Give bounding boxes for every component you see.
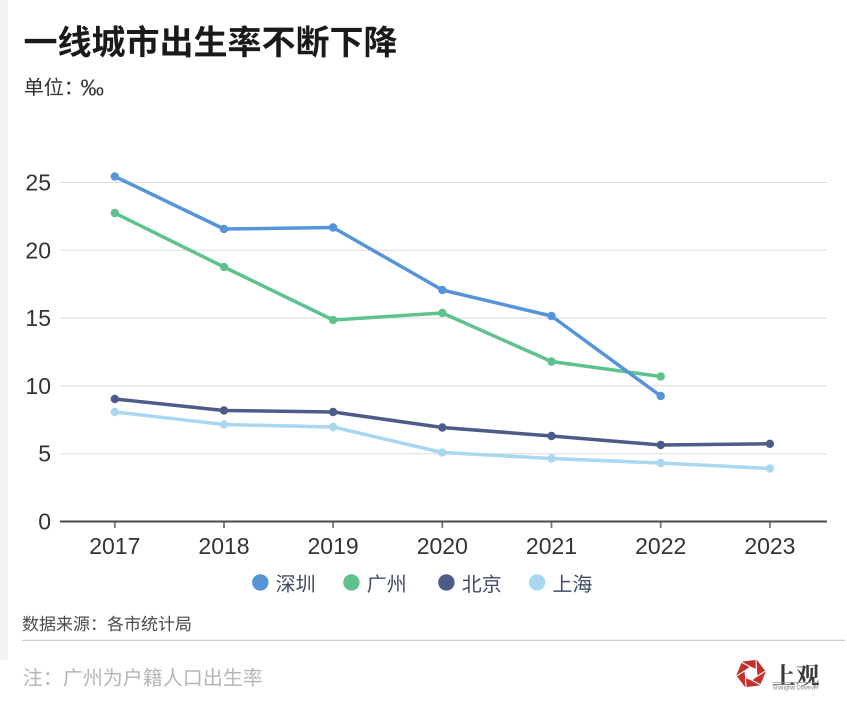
svg-text:25: 25	[25, 170, 51, 196]
svg-text:2021: 2021	[526, 533, 577, 559]
svg-text:5: 5	[38, 441, 51, 467]
svg-text:2023: 2023	[744, 533, 795, 559]
svg-text:2020: 2020	[417, 533, 468, 559]
svg-text:0: 0	[38, 509, 51, 535]
svg-text:2018: 2018	[198, 533, 249, 559]
svg-text:2017: 2017	[89, 533, 140, 559]
svg-text:‰: ‰	[81, 75, 105, 101]
svg-text:2022: 2022	[635, 533, 686, 559]
svg-text:Shanghai Observer: Shanghai Observer	[773, 686, 819, 692]
svg-text:10: 10	[25, 373, 51, 399]
svg-text:20: 20	[25, 237, 51, 263]
svg-text:15: 15	[25, 305, 51, 331]
svg-text:2019: 2019	[308, 533, 359, 559]
